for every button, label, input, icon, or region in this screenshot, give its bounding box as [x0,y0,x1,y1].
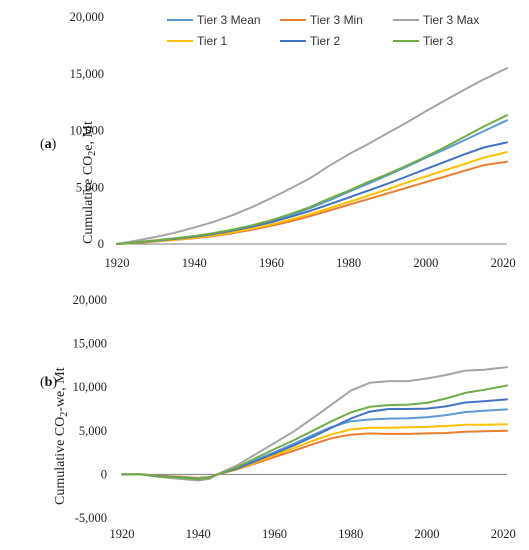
legend-item-tier3: Tier 3 [393,34,454,48]
series-line-tier-3-max [116,67,508,245]
panel-a-series [116,67,508,245]
legend-label: Tier 3 Mean [197,13,261,27]
x-tick-label: 1920 [110,527,135,541]
panel-b-y-ticks: -5,000 0 5,000 10,000 15,000 20,000 [73,293,107,525]
x-tick-label: 2000 [413,256,438,270]
panel-a-tag: (a) [40,137,57,152]
panel-a: (a) Cumulative CO2e, Mt 0 5,000 10,000 15,0… [40,10,516,270]
series-line-tier-3-min [121,429,508,479]
x-tick-label: 2020 [491,256,516,270]
y-tick-label: -5,000 [75,511,107,525]
panel-a-ylabel: Cumulative CO2e, Mt [81,121,98,244]
panel-b-tag: (b) [40,375,57,390]
series-line-tier-2 [116,141,508,245]
y-tick-label: 20,000 [70,10,104,24]
panel-a-x-ticks: 1920 1940 1960 1980 2000 2020 [105,256,516,270]
panel-b: (b) Cumulative CO2-we, Mt -5,000 0 5,000 10… [40,293,516,541]
legend-item-tier3-mean: Tier 3 Mean [167,13,261,27]
legend-item-tier2: Tier 2 [280,34,341,48]
y-tick-label: 20,000 [73,293,107,307]
series-line-tier-2 [121,398,508,480]
series-line-tier-3-mean [116,119,508,245]
x-tick-label: 1960 [262,527,287,541]
legend-label: Tier 3 Max [423,13,479,27]
y-tick-label: 5,000 [79,424,107,438]
legend-item-tier3-max: Tier 3 Max [393,13,479,27]
x-tick-label: 2020 [491,527,516,541]
legend-label: Tier 3 [423,34,454,48]
x-tick-label: 1940 [182,256,207,270]
y-tick-label: 0 [98,237,104,251]
y-tick-label: 15,000 [73,337,107,351]
x-tick-label: 1980 [338,527,363,541]
legend: Tier 3 Mean Tier 3 Min Tier 3 Max Tier 1… [167,13,479,48]
legend-item-tier1: Tier 1 [167,34,228,48]
series-line-tier-3 [121,384,508,481]
series-line-tier-3 [116,114,508,245]
legend-label: Tier 3 Min [310,13,363,27]
y-tick-label: 10,000 [70,124,104,138]
panel-a-y-ticks: 0 5,000 10,000 15,000 20,000 [70,10,104,251]
y-tick-label: 0 [101,467,107,481]
series-line-tier-3-max [121,366,508,482]
panel-b-x-ticks: 1920 1940 1960 1980 2000 2020 [110,527,516,541]
legend-label: Tier 1 [197,34,228,48]
y-tick-label: 10,000 [73,380,107,394]
x-tick-label: 1980 [336,256,361,270]
panel-b-ylabel: Cumulative CO2-we, Mt [53,367,70,505]
legend-item-tier3-min: Tier 3 Min [280,13,363,27]
x-tick-label: 1920 [105,256,130,270]
y-tick-label: 15,000 [70,67,104,81]
series-line-tier-1 [116,151,508,245]
x-tick-label: 2000 [414,527,439,541]
x-tick-label: 1960 [259,256,284,270]
y-tick-label: 5,000 [76,180,104,194]
legend-label: Tier 2 [310,34,341,48]
panel-b-series [121,366,508,482]
x-tick-label: 1940 [186,527,211,541]
